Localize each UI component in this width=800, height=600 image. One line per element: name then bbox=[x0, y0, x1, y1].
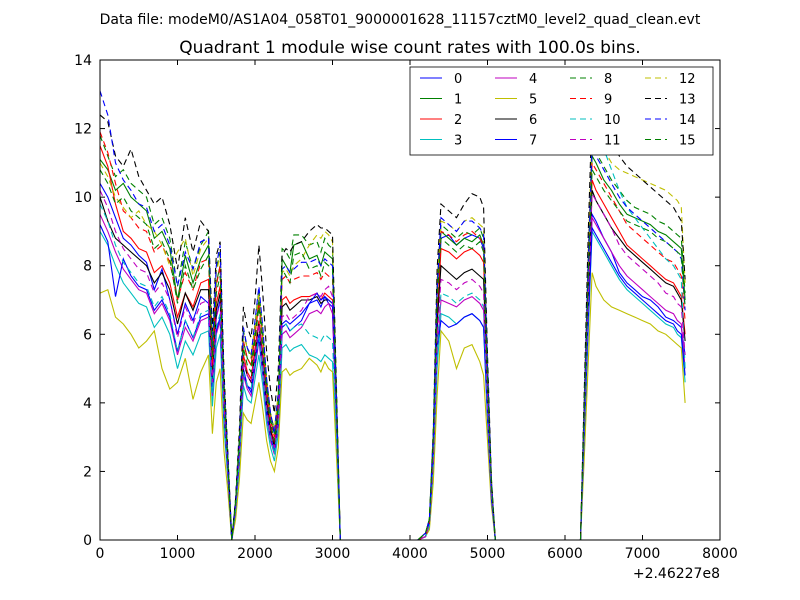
y-tick-label: 12 bbox=[74, 122, 92, 138]
legend-label-7: 7 bbox=[529, 134, 537, 149]
x-tick-label: 0 bbox=[96, 546, 105, 562]
x-tick-label: 3000 bbox=[315, 546, 351, 562]
series-line-13 bbox=[99, 106, 686, 541]
x-tick-label: 4000 bbox=[392, 546, 428, 562]
y-tick-label: 8 bbox=[83, 259, 92, 275]
series-line-12 bbox=[99, 126, 686, 541]
legend-label-3: 3 bbox=[454, 134, 462, 149]
legend-label-12: 12 bbox=[679, 72, 696, 87]
chart-title: Quadrant 1 module wise count rates with … bbox=[179, 38, 640, 58]
series-line-5 bbox=[99, 272, 686, 541]
series-line-2 bbox=[99, 145, 686, 541]
x-tick-label: 8000 bbox=[702, 546, 738, 562]
legend-label-13: 13 bbox=[679, 93, 696, 108]
series-layer bbox=[99, 90, 686, 541]
y-tick-label: 4 bbox=[83, 396, 92, 412]
x-tick-label: 6000 bbox=[547, 546, 583, 562]
legend-label-5: 5 bbox=[529, 93, 537, 108]
legend-label-0: 0 bbox=[454, 72, 462, 87]
x-tick-label: 2000 bbox=[237, 546, 273, 562]
legend-label-6: 6 bbox=[529, 113, 537, 128]
series-line-7 bbox=[99, 224, 686, 541]
x-tick-label: 5000 bbox=[470, 546, 506, 562]
legend-label-4: 4 bbox=[529, 72, 537, 87]
series-line-1 bbox=[99, 154, 686, 541]
legend-label-11: 11 bbox=[604, 134, 621, 149]
y-tick-label: 10 bbox=[74, 190, 92, 206]
legend-label-10: 10 bbox=[604, 113, 621, 128]
y-tick-label: 6 bbox=[83, 327, 92, 343]
series-line-8 bbox=[99, 135, 686, 541]
series-line-6 bbox=[99, 190, 686, 541]
y-tick-label: 0 bbox=[83, 533, 92, 549]
legend-label-2: 2 bbox=[454, 113, 462, 128]
series-line-15 bbox=[99, 167, 686, 541]
y-tick-label: 14 bbox=[74, 53, 92, 69]
series-line-11 bbox=[99, 190, 686, 541]
legend-label-9: 9 bbox=[604, 93, 612, 108]
y-tick-label: 2 bbox=[83, 464, 92, 480]
x-offset-label: +2.46227e8 bbox=[633, 566, 720, 582]
legend-label-8: 8 bbox=[604, 72, 612, 87]
legend-label-14: 14 bbox=[679, 113, 696, 128]
x-tick-label: 1000 bbox=[160, 546, 196, 562]
legend-label-15: 15 bbox=[679, 134, 696, 149]
chart-suptitle: Data file: modeM0/AS1A04_058T01_90000016… bbox=[100, 12, 701, 28]
x-tick-label: 7000 bbox=[625, 546, 661, 562]
legend-box bbox=[409, 66, 714, 156]
series-line-14 bbox=[99, 90, 686, 541]
axes: 0 1000 2000 3000 4000 5000 6000 7000 80000246810… bbox=[74, 53, 738, 562]
series-line-3 bbox=[99, 229, 686, 541]
legend-label-1: 1 bbox=[454, 93, 462, 108]
